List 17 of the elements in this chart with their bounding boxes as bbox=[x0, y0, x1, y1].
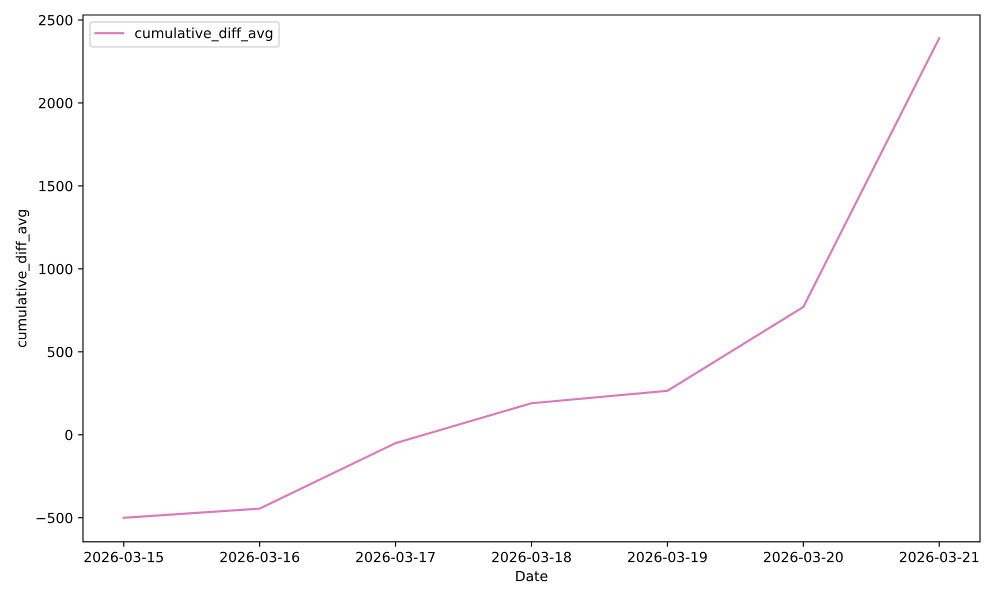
x-tick-label: 2026-03-19 bbox=[628, 552, 707, 562]
y-tick-label: 2500 bbox=[38, 14, 72, 26]
x-tick-label: 2026-03-21 bbox=[900, 552, 978, 562]
x-axis-title: Date bbox=[516, 570, 548, 582]
x-tick-label: 2026-03-20 bbox=[764, 552, 843, 562]
y-tick-label: 500 bbox=[48, 346, 72, 358]
y-tick-label: 1000 bbox=[39, 264, 72, 274]
y-tick-label: −500 bbox=[36, 512, 72, 524]
x-tick-label: 2026-03-15 bbox=[84, 552, 163, 562]
y-tick-label: 0 bbox=[65, 430, 72, 440]
legend-label: cumulative_diff_avg bbox=[135, 28, 272, 42]
y-axis-title: cumulative_diff_avg bbox=[16, 210, 30, 348]
x-tick-label: 2026-03-18 bbox=[492, 552, 571, 562]
x-tick-label: 2026-03-17 bbox=[356, 552, 435, 562]
y-tick-label: 2000 bbox=[38, 98, 72, 108]
x-tick-label: 2026-03-16 bbox=[220, 552, 300, 562]
y-tick-label: 1500 bbox=[39, 180, 72, 192]
